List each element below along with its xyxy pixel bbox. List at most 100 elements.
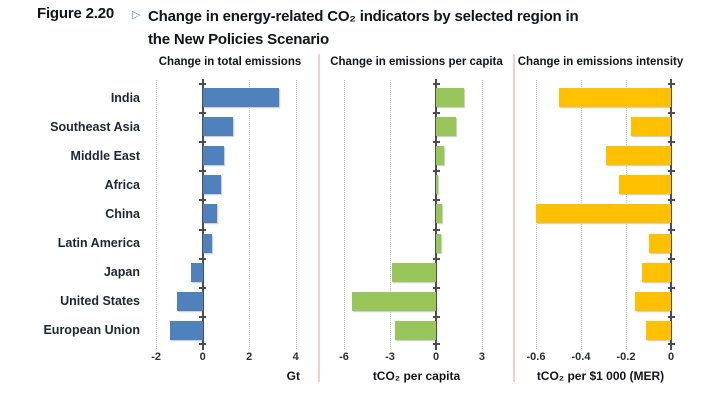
axis-tick-mark [667, 316, 675, 318]
x-tick-label: 2 [246, 351, 253, 363]
figure-marker-icon: ▷ [132, 9, 141, 21]
bar-middle-east [436, 146, 444, 166]
bar-china [202, 204, 217, 224]
bar-united-states [635, 291, 671, 311]
panel-divider-0 [318, 54, 320, 382]
x-tick-label: -2 [151, 351, 161, 363]
x-tick-label: -0.2 [616, 351, 636, 363]
x-tick-label: 3 [478, 351, 485, 363]
region-label-latin-america: Latin America [57, 236, 140, 251]
x-tick-label: -0.4 [571, 351, 591, 363]
axis-tick-mark [432, 170, 440, 172]
plot-area-2 [520, 79, 681, 350]
gridline [344, 80, 345, 349]
bar-latin-america [202, 233, 212, 253]
axis-tick-mark [199, 316, 207, 318]
bar-india [436, 88, 464, 107]
bar-united-states [177, 291, 203, 311]
figure-title: Change in energy-related CO₂ indicators … [148, 5, 579, 51]
bar-japan [641, 262, 672, 282]
region-label-japan: Japan [103, 265, 140, 280]
bar-china [536, 204, 671, 224]
bar-china [436, 204, 443, 224]
axis-tick-mark [199, 83, 207, 85]
x-tick-label: 4 [292, 351, 299, 363]
panel-1: -6 -3 0 3 tCO₂ per capita [325, 79, 508, 393]
axis-tick-mark [432, 258, 440, 260]
axis-tick-mark [199, 287, 207, 289]
bar-european-union [170, 320, 203, 340]
x-tick-label: -6 [339, 351, 349, 363]
axis-tick-mark [667, 112, 675, 114]
panel-header-0: Change in total emissions [158, 56, 302, 68]
x-axis-2: -0.6 -0.4 -0.2 0 [520, 351, 681, 365]
x-tick-label: 0 [432, 351, 440, 363]
axis-tick-mark [199, 170, 207, 172]
bar-india [202, 88, 280, 107]
bar-middle-east [202, 146, 224, 166]
axis-tick-mark [199, 141, 207, 143]
axis-tick-mark [667, 141, 675, 143]
axis-tick-mark [667, 229, 675, 231]
axis-tick-mark [667, 287, 675, 289]
figure-title-line1: Change in energy-related CO₂ indicators … [148, 8, 579, 25]
region-label-european-union: European Union [43, 323, 140, 338]
axis-unit-label-1: tCO₂ per capita [372, 369, 461, 383]
axis-unit-label-0: Gt [286, 369, 300, 383]
panel-divider-1 [513, 54, 515, 382]
bar-latin-america [436, 233, 441, 253]
axis-tick-mark [432, 343, 440, 345]
axis-tick-mark [199, 258, 207, 260]
figure-label: Figure 2.20 [37, 5, 114, 22]
axis-tick-mark [199, 343, 207, 345]
x-axis-1: -6 -3 0 3 [325, 351, 508, 365]
bar-southeast-asia [630, 117, 671, 137]
axis-tick-mark [667, 258, 675, 260]
region-label-united-states: United States [60, 294, 140, 309]
region-label-china: China [105, 206, 140, 221]
axis-tick-mark [199, 199, 207, 201]
region-label-southeast-asia: Southeast Asia [50, 119, 140, 134]
bar-japan [391, 262, 436, 282]
bar-southeast-asia [202, 117, 233, 137]
x-tick-label: 0 [667, 351, 675, 363]
plot-area-0 [148, 79, 312, 350]
axis-tick-mark [432, 112, 440, 114]
region-labels-column: India Southeast Asia Middle East Africa Chin… [0, 83, 140, 345]
bar-latin-america [648, 233, 671, 253]
region-label-india: India [110, 90, 140, 105]
axis-tick-mark [432, 141, 440, 143]
gridline [249, 80, 251, 349]
axis-tick-mark [667, 343, 675, 345]
axis-tick-mark [667, 199, 675, 201]
plot-area-1 [325, 79, 508, 350]
bar-india [558, 88, 671, 107]
bar-european-union [646, 320, 672, 340]
axis-tick-mark [432, 83, 440, 85]
panel-header-2: Change in emissions intensity [517, 56, 684, 68]
axis-tick-mark [432, 316, 440, 318]
region-label-middle-east: Middle East [70, 148, 140, 163]
axis-tick-mark [667, 83, 675, 85]
panel-2: -0.6 -0.4 -0.2 0 tCO₂ per $1 000 (MER) [520, 79, 681, 393]
x-axis-0: -2 0 2 4 [148, 351, 312, 365]
bar-africa [202, 175, 222, 195]
axis-tick-mark [199, 112, 207, 114]
axis-tick-mark [667, 170, 675, 172]
region-label-africa: Africa [104, 177, 140, 192]
gridline [156, 80, 158, 349]
gridline [481, 80, 483, 349]
axis-tick-mark [432, 199, 440, 201]
panel-header-1: Change in emissions per capita [330, 56, 503, 68]
bar-southeast-asia [436, 117, 456, 137]
axis-tick-mark [199, 229, 207, 231]
bar-european-union [394, 320, 436, 340]
bar-japan [191, 262, 203, 282]
bar-africa [619, 175, 671, 195]
bar-middle-east [605, 146, 671, 166]
panel-0: -2 0 2 4 Gt [148, 79, 312, 393]
x-tick-label: -3 [385, 351, 395, 363]
x-tick-label: 0 [199, 351, 206, 363]
axis-tick-mark [432, 229, 440, 231]
